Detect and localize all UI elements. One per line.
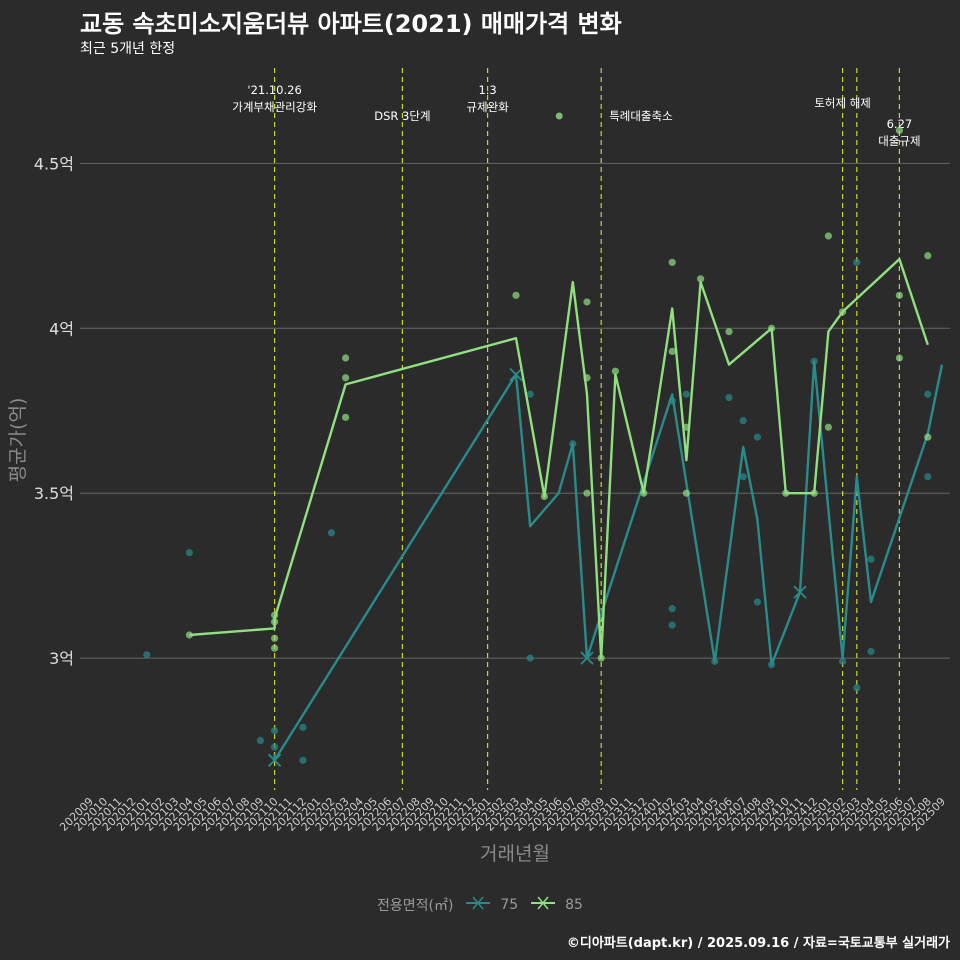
event-annotation-text: 6.27 [887, 117, 913, 131]
y-tick-label: 4.5억 [34, 154, 74, 173]
data-point [867, 555, 875, 563]
legend-title: 전용면적(㎡) [377, 898, 454, 914]
data-point [583, 298, 591, 306]
data-point [924, 473, 932, 481]
data-point [725, 328, 733, 336]
data-point [342, 374, 350, 382]
x-axis-title: 거래년월 [480, 843, 550, 865]
data-point [271, 743, 279, 751]
event-annotation-text: '21.10.26 [247, 83, 301, 97]
series-85 [185, 126, 932, 662]
y-tick-label: 3.5억 [34, 484, 74, 503]
legend: 전용면적(㎡) 75 85 [0, 895, 960, 915]
data-point [682, 489, 691, 497]
data-point [327, 529, 335, 537]
source-caption: ©디아파트(dapt.kr) / 2025.09.16 / 자료=국토교통부 실… [566, 936, 950, 951]
x-marker [509, 367, 523, 382]
data-point [526, 390, 534, 398]
chart-subtitle: 최근 5개년 한정 [80, 41, 176, 57]
x-marker [580, 651, 594, 665]
data-point [853, 258, 861, 266]
data-point [739, 417, 747, 425]
data-point [583, 489, 591, 497]
series-line [273, 360, 944, 762]
event-annotation-text: 대출규제 [878, 134, 920, 148]
legend-key-85 [529, 895, 557, 915]
data-point [512, 291, 520, 299]
data-point [185, 631, 193, 639]
data-point [271, 727, 279, 735]
y-tick-label: 3억 [49, 649, 74, 668]
event-annotation-text: DSR 3단계 [374, 109, 430, 123]
data-point [924, 390, 932, 398]
data-point [753, 433, 762, 441]
data-point [895, 354, 904, 362]
data-point [682, 390, 691, 398]
data-point [342, 413, 350, 421]
x-axis: 2020092020102020112020122021012021022021… [57, 795, 948, 834]
series-75 [143, 258, 944, 767]
x-marker [267, 753, 282, 767]
event-annotation-text: 가계부채관리강화 [232, 100, 317, 114]
legend-label-75: 75 [500, 897, 519, 913]
data-point [611, 367, 620, 375]
legend-label-85: 85 [565, 897, 583, 913]
data-point [668, 347, 676, 355]
data-point [668, 621, 676, 629]
event-annotation-text: 토허제 해제 [814, 96, 871, 110]
event-annotation-text: 1.3 [478, 83, 496, 97]
event-annotation-text: 규제완화 [466, 100, 509, 114]
y-axis-title: 평균가(억) [7, 398, 29, 483]
data-point [526, 654, 534, 662]
data-point [753, 598, 762, 606]
x-marker [793, 585, 807, 599]
data-point [824, 423, 833, 431]
data-point [256, 736, 264, 745]
series-line [189, 257, 929, 660]
data-point [299, 723, 307, 731]
legend-key-75 [464, 895, 492, 915]
data-point [725, 393, 733, 402]
event-annotation-text: 특례대출축소 [609, 109, 672, 123]
event-lines [274, 68, 901, 790]
data-point [271, 644, 279, 652]
annotation-dot [555, 112, 563, 120]
data-point [271, 634, 279, 642]
data-point [895, 126, 904, 135]
data-point [739, 473, 747, 481]
data-point [867, 647, 875, 656]
data-point [924, 252, 932, 260]
data-point [924, 433, 932, 441]
data-point [299, 756, 307, 764]
y-axis: 3억 3.5억 4억 4.5억 [34, 154, 74, 668]
data-point [342, 354, 350, 362]
data-point [668, 258, 676, 266]
data-point [668, 605, 676, 613]
data-point [853, 684, 861, 692]
data-point [839, 657, 847, 665]
chart-title: 교동 속초미소지움더뷰 아파트(2021) 매매가격 변화 [80, 10, 622, 38]
y-tick-label: 4억 [49, 319, 74, 338]
data-point [143, 651, 151, 659]
data-point [895, 291, 904, 299]
data-point [697, 275, 705, 283]
data-point [824, 232, 833, 240]
data-point [185, 548, 193, 557]
